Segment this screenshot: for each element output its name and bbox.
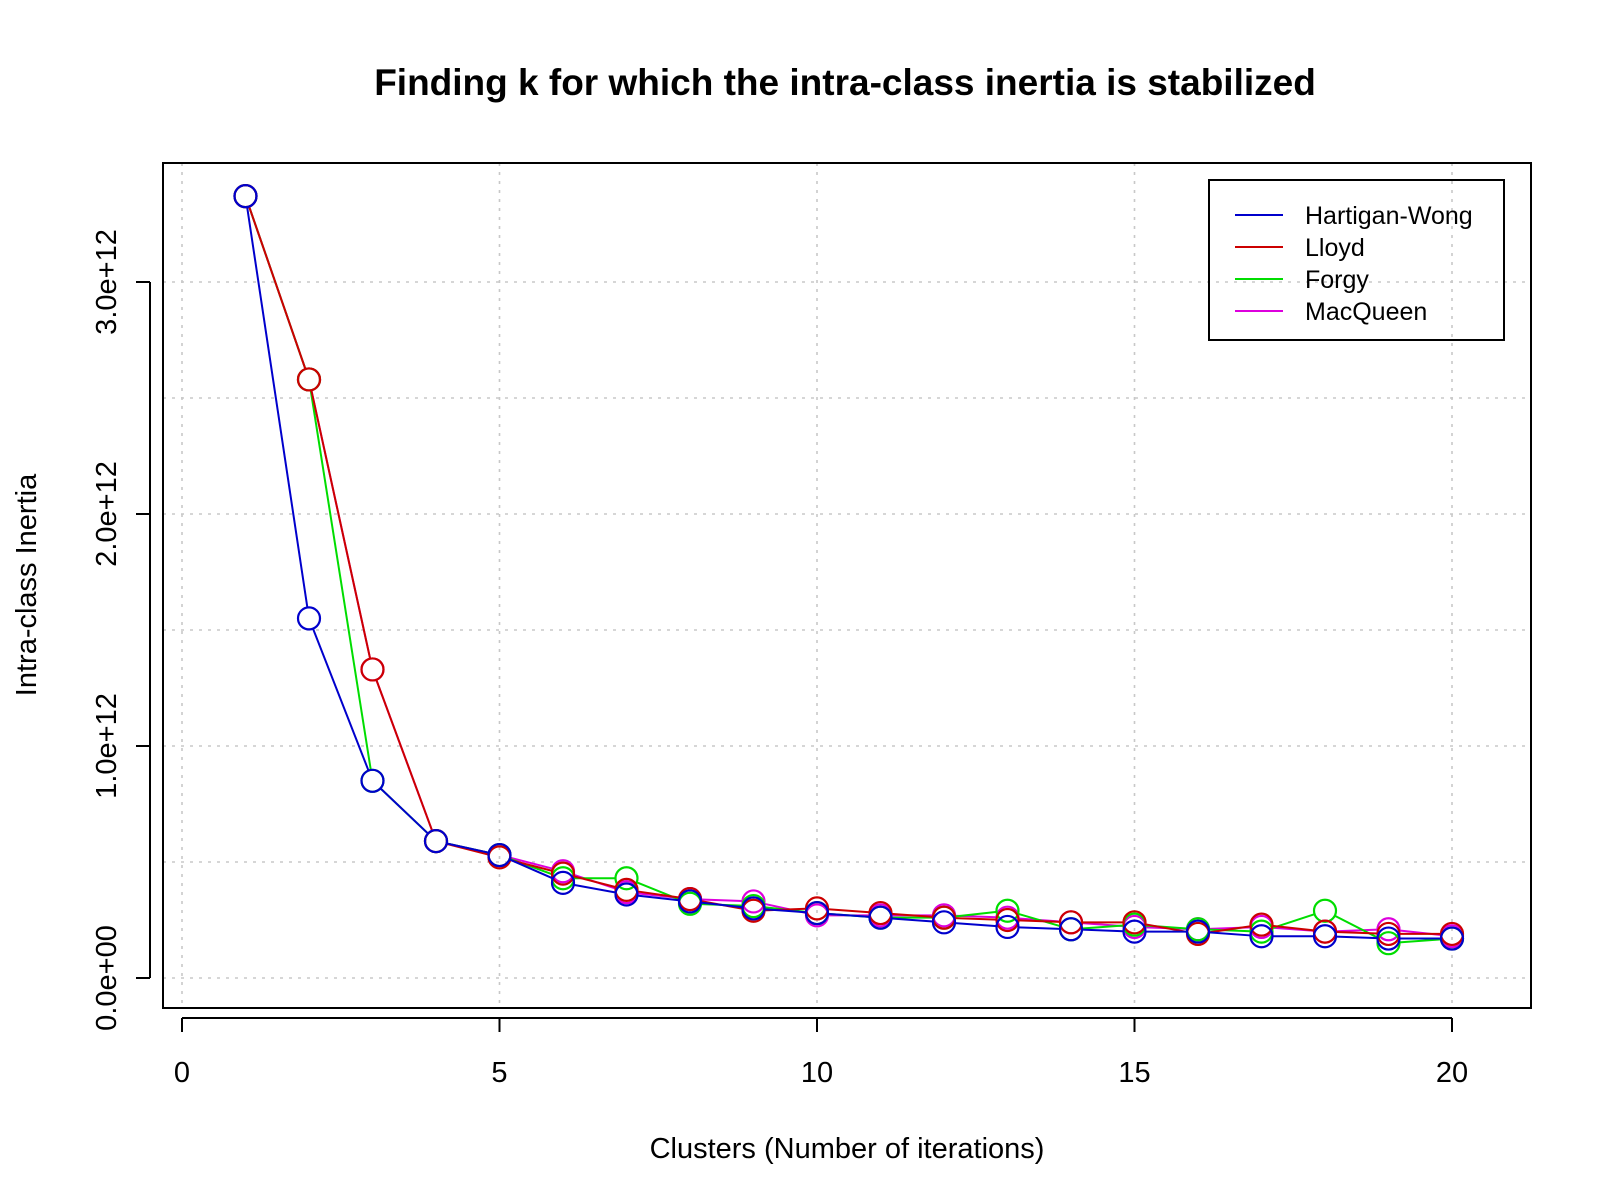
data-point (233, 184, 258, 209)
series-line-segment (310, 389, 372, 659)
legend-box (1208, 179, 1505, 341)
data-point (1249, 924, 1274, 949)
series-line-segment (954, 922, 997, 928)
data-point (296, 606, 322, 631)
y-axis-label: Intra-class Inertia (11, 473, 43, 696)
axes-layer: 0 5 10 15 20 0.0e+00 1.0e+12 2.0e+12 3.0e+12 (91, 229, 1468, 1089)
series-line-segment (1334, 914, 1380, 940)
data-point (360, 768, 385, 793)
series-line-segment (573, 883, 616, 894)
series-macqueen (233, 184, 1465, 949)
series-line-segment (1399, 938, 1442, 944)
data-point (804, 900, 830, 926)
data-point (1312, 898, 1338, 923)
x-tick-label: 10 (801, 1057, 833, 1089)
series-line-segment (309, 390, 372, 771)
data-point (1376, 926, 1401, 951)
series-line-segment (700, 901, 743, 909)
series-line-segment (637, 890, 680, 899)
series-line-segment (954, 910, 997, 918)
series-line-segment (446, 842, 489, 854)
series-line-segment (891, 917, 934, 923)
data-point (995, 914, 1020, 940)
grid-layer (163, 163, 1531, 1008)
x-tick-label: 20 (1436, 1057, 1468, 1089)
data-point (1439, 926, 1465, 951)
series-lloyd (233, 184, 1465, 947)
series-line-segment (1208, 931, 1251, 937)
data-point (296, 367, 322, 392)
legend-label: Forgy (1305, 266, 1369, 294)
chart-title: Finding k for which the intra-class iner… (374, 62, 1316, 103)
series-line-segment (1335, 935, 1378, 940)
series-line-segment (954, 917, 997, 921)
x-tick-label: 0 (174, 1057, 190, 1089)
series-hartigan-wong (233, 184, 1465, 951)
series-line-segment (246, 206, 309, 608)
data-point (614, 866, 639, 891)
series-line-segment (509, 856, 553, 870)
series-layer (233, 184, 1465, 956)
series-line-segment (1018, 919, 1061, 923)
y-tick-label: 0.0e+00 (91, 925, 123, 1031)
series-forgy (233, 184, 1465, 956)
series-line-segment (379, 787, 429, 835)
data-point (677, 889, 703, 914)
data-point (423, 829, 449, 854)
data-point (1122, 919, 1147, 944)
data-point (487, 842, 512, 868)
series-line-segment (1081, 928, 1124, 933)
legend-items: Hartigan-Wong Lloyd Forgy MacQueen (1235, 202, 1473, 326)
series-line-segment (312, 628, 370, 771)
data-point (741, 896, 766, 921)
series-line-segment (509, 858, 554, 880)
data-point (360, 657, 385, 682)
series-line-segment (248, 206, 307, 370)
data-point (1185, 919, 1211, 944)
series-line-segment (1017, 912, 1061, 928)
legend-label: Lloyd (1305, 234, 1365, 262)
x-axis-label: Clusters (Number of iterations) (650, 1133, 1045, 1165)
data-point (1249, 912, 1274, 937)
series-line-segment (637, 894, 680, 902)
data-point (550, 870, 576, 895)
plot-frame (162, 162, 1532, 1009)
data-point (995, 907, 1020, 933)
data-point (995, 898, 1020, 923)
series-line-segment (1335, 931, 1378, 935)
data-point (868, 905, 893, 930)
series-line-segment (1208, 925, 1251, 934)
series-line-segment (573, 875, 617, 889)
series-line-segment (827, 912, 870, 918)
data-point (614, 882, 639, 907)
data-point (1058, 910, 1084, 935)
y-tick-label: 3.0e+12 (91, 229, 123, 335)
legend: Hartigan-Wong Lloyd Forgy MacQueen (1208, 179, 1505, 341)
series-line-segment (891, 912, 934, 918)
data-point (931, 910, 957, 935)
series-line-segment (375, 679, 434, 832)
series-line-segment (1272, 924, 1315, 932)
y-tick-label: 2.0e+12 (91, 461, 123, 567)
data-point (1122, 910, 1147, 935)
x-tick-label: 15 (1118, 1057, 1150, 1089)
y-tick-label: 1.0e+12 (91, 693, 123, 799)
data-point (1312, 919, 1338, 944)
series-line-segment (1208, 928, 1251, 933)
x-tick-label: 5 (491, 1057, 507, 1089)
data-point (550, 861, 576, 886)
series-line-segment (764, 908, 807, 914)
data-point (1312, 924, 1338, 949)
legend-label: MacQueen (1305, 298, 1427, 326)
legend-label: Hartigan-Wong (1305, 202, 1473, 230)
series-line-segment (1335, 928, 1378, 933)
series-line-segment (827, 908, 870, 914)
data-point (1058, 917, 1084, 942)
series-line-segment (1018, 926, 1061, 930)
series-line-segment (700, 898, 743, 903)
series-line-segment (1081, 924, 1124, 930)
